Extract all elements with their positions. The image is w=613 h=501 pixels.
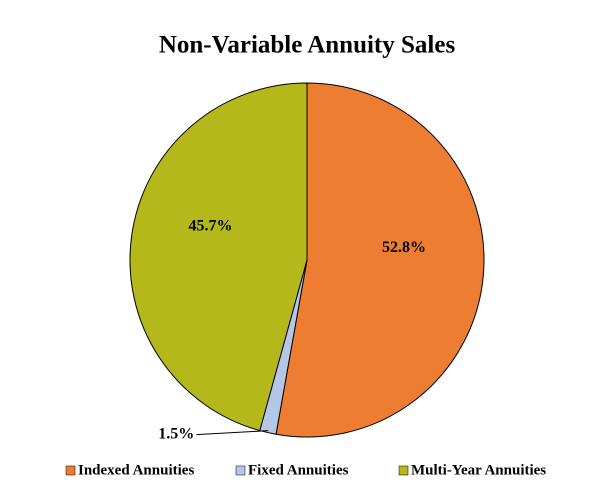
- legend-label: Fixed Annuities: [248, 462, 349, 478]
- legend-swatch: [65, 465, 76, 476]
- legend-label: Multi-Year Annuities: [411, 462, 546, 478]
- data-label: 52.8%: [382, 239, 426, 256]
- legend-swatch: [398, 465, 409, 476]
- pie-slice: [275, 82, 485, 438]
- data-label: 1.5%: [158, 425, 194, 442]
- chart-title: Non-Variable Annuity Sales: [159, 32, 456, 59]
- legend-swatch: [235, 465, 246, 476]
- pie-slice: [129, 82, 308, 432]
- legend-label: Indexed Annuities: [78, 462, 194, 478]
- leader-line: [196, 430, 269, 436]
- data-label: 45.7%: [189, 218, 233, 235]
